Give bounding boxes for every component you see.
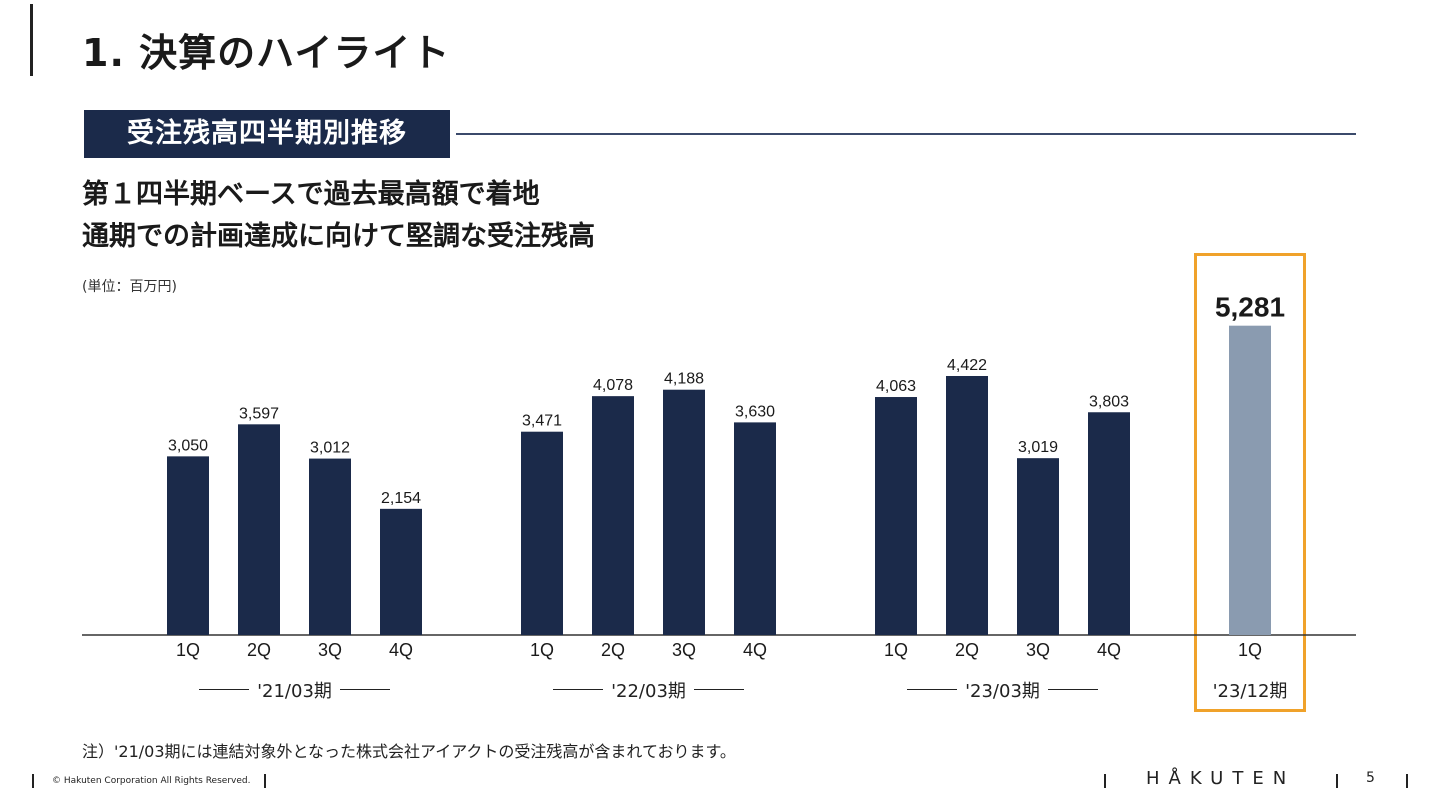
x-tick-label: 1Q [176,640,200,660]
unit-label: (単位：百万円) [82,279,177,295]
data-label: 4,422 [947,357,987,374]
data-label: 3,471 [522,413,562,430]
page-title: 1. 決算のハイライト [82,31,451,75]
section-label: 受注残高四半期別推移 [84,110,450,158]
data-label: 3,803 [1089,393,1129,410]
bar-'23/03期-4Q [1088,412,1130,635]
x-tick-label: 3Q [1026,640,1050,660]
footnote: 注）'21/03期には連結対象外となった株式会社アイアクトの受注残高が含まれてお… [82,742,736,761]
data-label: 3,019 [1018,439,1058,456]
footer-divider [1104,774,1106,788]
bar-'22/03期-3Q [663,389,705,635]
period-label: '23/12期 [1212,681,1288,702]
x-tick-label: 4Q [389,640,413,660]
page-number: 5 [1366,770,1375,786]
bar-'22/03期-2Q [592,396,634,635]
x-tick-label: 3Q [318,640,342,660]
x-tick-label: 1Q [1238,640,1262,660]
period-bracket-line [693,689,744,690]
footer-divider [1336,774,1338,788]
x-tick-label: 1Q [884,640,908,660]
footer-divider [32,774,34,788]
bar-'22/03期-4Q [734,422,776,635]
highlight-box [1194,253,1306,712]
period-label: '23/03期 [965,681,1040,702]
bar-'21/03期-4Q [380,508,422,635]
data-label: 3,630 [735,403,775,420]
bar-'23/12期-1Q [1229,325,1271,635]
x-tick-label: 3Q [672,640,696,660]
x-tick-label: 2Q [247,640,271,660]
data-label: 3,050 [168,437,208,454]
title-accent-bar [30,4,33,76]
data-label: 3,012 [310,440,350,457]
x-tick-label: 2Q [601,640,625,660]
bar-'22/03期-1Q [521,431,563,635]
period-bracket-line [907,689,958,690]
bar-'21/03期-3Q [309,458,351,635]
bar-'23/03期-2Q [946,375,988,635]
footer-divider [1406,774,1408,788]
copyright: © Hakuten Corporation All Rights Reserve… [52,776,251,786]
bar-'23/03期-3Q [1017,458,1059,635]
x-tick-label: 4Q [743,640,767,660]
x-tick-label: 2Q [955,640,979,660]
section-divider [456,133,1356,135]
data-label: 5,281 [1215,292,1285,323]
headline-2: 通期での計画達成に向けて堅調な受注残高 [82,221,595,252]
brand-logo: HÅKUTEN [1146,768,1296,789]
bar-'21/03期-1Q [167,456,209,635]
bar-'23/03期-1Q [875,397,917,635]
bar-'21/03期-2Q [238,424,280,635]
data-label: 3,597 [239,405,279,422]
period-bracket-line [553,689,604,690]
period-bracket-line [339,689,390,690]
data-label: 2,154 [381,490,421,507]
footer-divider [264,774,266,788]
period-label: '22/03期 [611,681,686,702]
x-tick-label: 4Q [1097,640,1121,660]
period-bracket-line [1047,689,1098,690]
period-label: '21/03期 [257,681,332,702]
headline-1: 第１四半期ベースで過去最高額で着地 [82,179,540,210]
period-bracket-line [199,689,250,690]
data-label: 4,078 [593,377,633,394]
x-tick-label: 1Q [530,640,554,660]
data-label: 4,188 [664,371,704,388]
data-label: 4,063 [876,378,916,395]
